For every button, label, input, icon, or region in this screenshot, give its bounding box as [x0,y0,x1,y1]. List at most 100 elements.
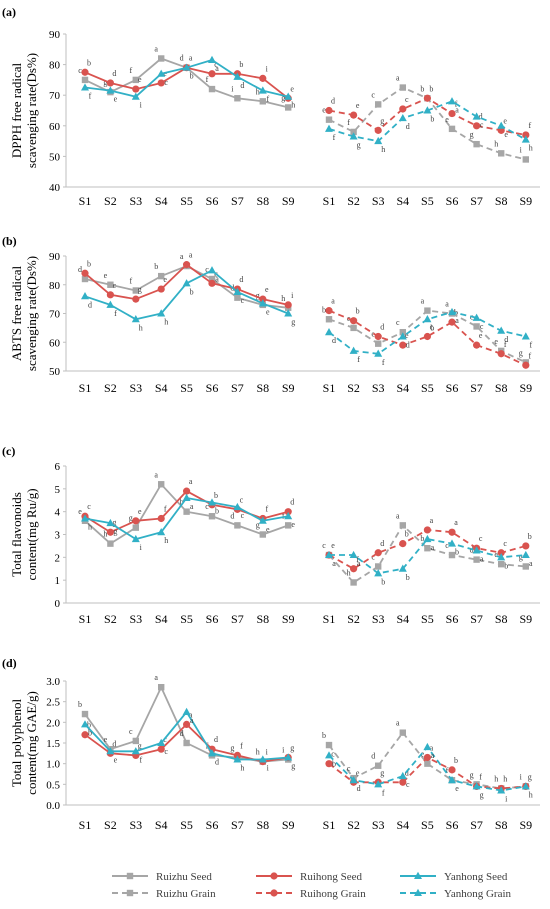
data-point-ruizhu-grain [448,551,456,559]
significance-letter: i [140,101,143,110]
y-tick-label: 2.0 [46,717,60,729]
significance-letter: g [256,521,260,530]
x-tick-label-seed: S7 [231,818,244,832]
y-tick-label: 80 [49,280,61,292]
significance-letter: h [381,145,385,154]
x-tick-label-seed: S7 [231,194,244,208]
significance-letter: a [180,252,184,261]
data-point-ruizhu-seed [285,104,292,111]
significance-letter: f [528,121,531,130]
significance-letter: a [445,300,449,309]
data-point-yanhong-seed [208,749,216,757]
y-tick-label: 2.5 [46,697,60,709]
significance-letter: g [291,318,295,327]
significance-letter: c [445,541,449,550]
x-tick-label-grain: S1 [323,612,336,626]
data-point-ruizhu-grain [522,156,529,163]
x-tick-label-seed: S4 [155,194,168,208]
data-point-ruihong-grain [399,105,407,113]
data-point-yanhong-grain [423,106,432,114]
significance-letter: c [164,747,168,756]
legend-label: Ruizhu Seed [156,871,212,883]
data-point-ruihong-grain [448,109,456,118]
data-point-ruihong-grain [522,542,530,550]
significance-letter: b [420,534,424,543]
significance-letter: i [520,145,523,154]
x-tick-label-grain: S8 [495,818,508,832]
data-point-ruizhu-grain [325,316,333,323]
y-axis-label: content(mg Ru/g) [24,488,39,580]
significance-letter: g [112,518,116,527]
x-tick-label-seed: S7 [231,381,244,395]
data-point-ruizhu-grain [399,729,406,736]
y-axis-label: scavenging rate(Ds%) [24,256,39,371]
data-point-ruizhu-seed [158,684,165,691]
data-point-yanhong-seed [157,528,166,536]
significance-letter: e [479,331,483,340]
data-point-ruizhu-seed [208,513,216,520]
significance-letter: g [357,141,361,150]
data-point-ruihong-seed [208,70,216,78]
significance-letter: a [431,751,435,760]
significance-letter: b [455,548,459,557]
data-point-ruihong-seed [284,508,292,516]
x-tick-label-grain: S2 [347,612,360,626]
data-point-yanhong-grain [423,742,432,751]
data-point-yanhong-grain [497,326,506,334]
significance-letter: c [406,780,410,789]
data-point-yanhong-grain [349,550,358,559]
series-line-yanhong-grain [329,538,526,575]
significance-letter: f [265,505,268,514]
panel-2: (b) 50 60 70 80 90 ABTS free radical scavenging… [2,234,540,395]
data-point-ruihong-grain [497,549,505,557]
y-axis-label: Total polyphenol [9,698,24,787]
data-point-ruizhu-grain [522,563,529,570]
significance-letter: a [455,105,459,114]
legend-label: Yanhong Grain [444,888,512,900]
data-point-yanhong-grain [472,782,481,790]
x-tick-label-grain: S9 [519,194,532,208]
data-point-ruizhu-seed [234,294,241,301]
data-point-ruihong-grain [374,549,382,557]
x-tick-label-grain: S1 [323,381,336,395]
significance-letter: c [347,764,351,773]
significance-letter: c [205,265,209,274]
legend-label: Ruihong Grain [300,888,366,900]
y-tick-label: 3 [55,530,61,542]
significance-letter: i [140,543,143,552]
data-point-yanhong-grain [349,346,358,354]
x-tick-label-seed: S2 [104,381,117,395]
data-point-ruihong-seed [81,731,89,739]
x-tick-label-seed: S6 [206,194,219,208]
x-tick-label-seed: S5 [180,194,193,208]
significance-letter: d [380,539,384,548]
significance-letter: h [281,294,285,303]
significance-letter: h [164,318,168,327]
legend: Ruizhu Seed Ruihong Seed Yanhong Seed Ruizh… [112,871,512,900]
data-point-yanhong-seed [233,72,242,80]
significance-letter: h [88,523,92,532]
x-tick-label-seed: S9 [282,612,295,626]
data-point-yanhong-seed [233,755,242,763]
data-point-yanhong-grain [472,313,481,321]
legend-swatch-marker [414,888,422,896]
data-point-yanhong-seed [106,300,115,308]
significance-letter: a [454,518,458,527]
significance-letter: b [430,323,434,332]
significance-letter: a [431,543,435,552]
significance-letter: b [322,305,326,314]
data-point-ruihong-grain [350,317,358,325]
x-tick-label-grain: S8 [495,612,508,626]
x-tick-label-grain: S4 [396,818,409,832]
significance-letter: c [205,502,209,511]
significance-letter: e [265,285,269,294]
significance-letter: g [230,743,234,752]
x-tick-label-grain: S2 [347,818,360,832]
data-point-yanhong-seed [106,518,115,527]
data-point-yanhong-seed [131,534,140,543]
y-tick-label: 4 [55,507,61,519]
significance-letter: c [331,750,335,759]
data-point-ruihong-grain [350,565,358,573]
data-point-ruihong-grain [522,361,530,369]
